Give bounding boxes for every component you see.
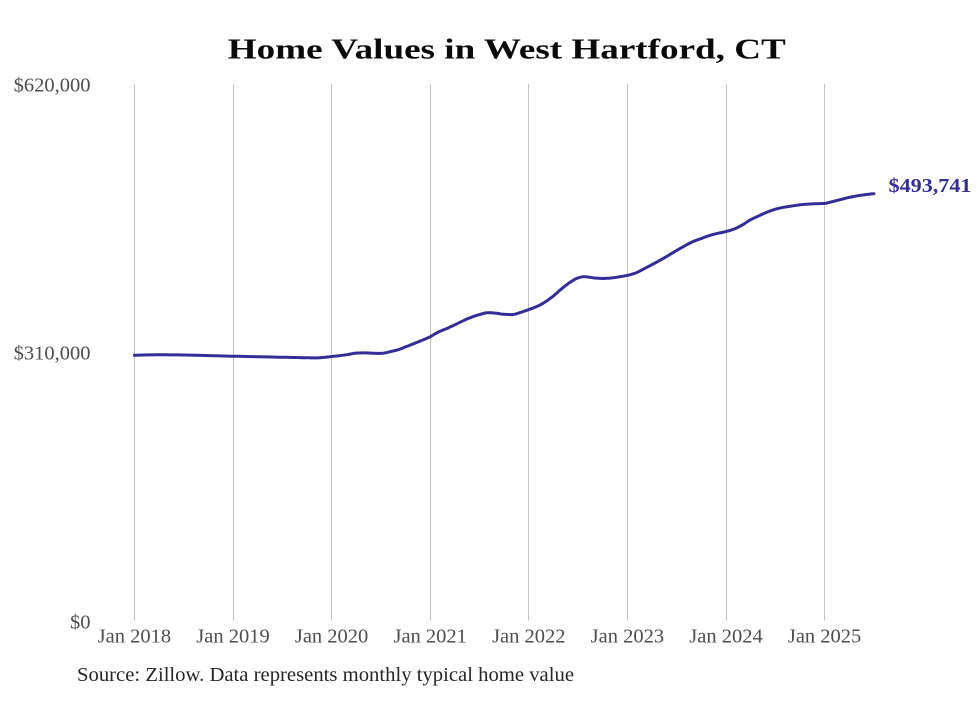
svg-text:Jan 2024: Jan 2024 <box>689 626 762 648</box>
svg-text:Jan 2021: Jan 2021 <box>393 626 466 648</box>
svg-text:$493,741: $493,741 <box>889 176 972 197</box>
svg-text:$620,000: $620,000 <box>14 74 91 96</box>
svg-text:Jan 2018: Jan 2018 <box>98 626 171 648</box>
svg-text:$0: $0 <box>70 612 91 634</box>
svg-text:Jan 2020: Jan 2020 <box>295 626 368 648</box>
svg-text:Source: Zillow. Data represent: Source: Zillow. Data represents monthly … <box>77 664 574 686</box>
svg-text:Jan 2019: Jan 2019 <box>196 626 269 648</box>
svg-text:Home Values in West Hartford,: Home Values in West Hartford, CT <box>228 35 786 66</box>
svg-text:Jan 2025: Jan 2025 <box>788 626 861 648</box>
svg-text:Jan 2022: Jan 2022 <box>492 626 565 648</box>
svg-text:Jan 2023: Jan 2023 <box>591 626 664 648</box>
svg-text:$310,000: $310,000 <box>14 342 91 364</box>
